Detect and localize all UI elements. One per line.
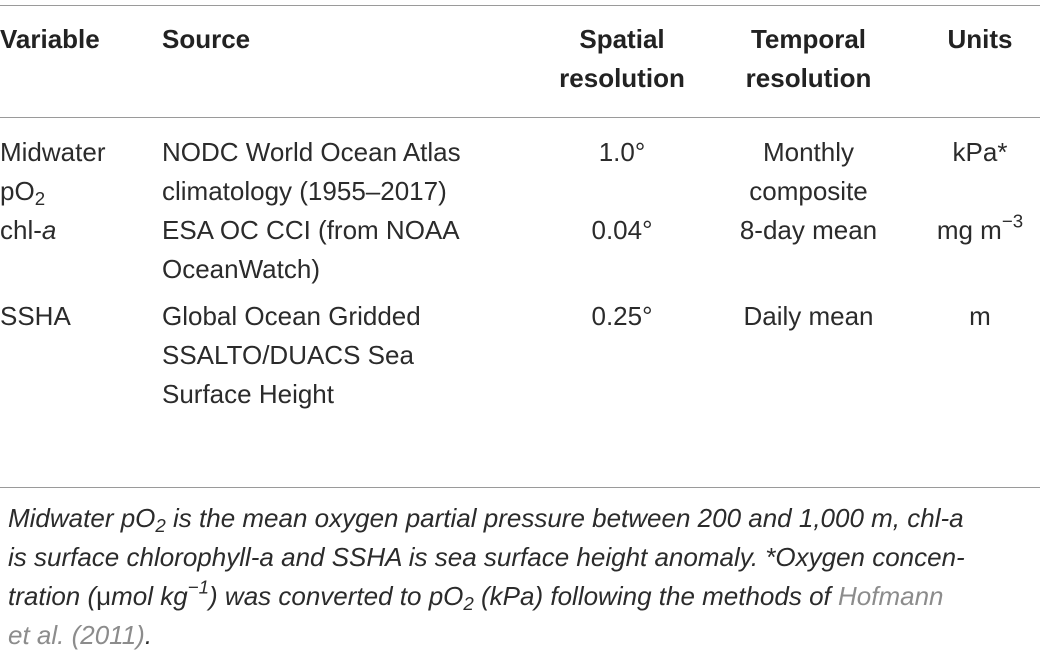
table-row: SSHA Global Ocean Gridded SSALTO/DUACS Se… (0, 297, 1040, 417)
cell-units: kPa* (952, 137, 1008, 167)
header-source: Source (162, 24, 251, 54)
table-row: Midwater pO2 NODC World Ocean Atlas climat… (0, 118, 1040, 211)
cell-variable: SSHA (0, 301, 71, 331)
data-table: Variable Source Spatial resolution Tempor… (0, 20, 1040, 417)
cell-variable: Midwater pO2 (0, 137, 106, 210)
cell-source: NODC World Ocean Atlas climatology (1955–… (162, 137, 461, 206)
header-temporal-resolution: Temporal resolution (745, 24, 872, 93)
header-spatial-resolution: Spatial resolution (559, 24, 685, 93)
table-row: chl-a ESA OC CCI (from NOAA OceanWatch) 0… (0, 211, 1040, 297)
cell-units: mg m−3 (936, 210, 1024, 245)
cell-temporal-resolution: Monthly composite (749, 137, 868, 206)
cell-source: Global Ocean Gridded SSALTO/DUACS Sea Surf… (162, 301, 421, 409)
header-variable: Variable (0, 24, 100, 54)
reference-link-hofmann-continued[interactable]: et al. (2011) (8, 620, 145, 650)
table-bottom-rule (0, 487, 1040, 488)
header-row: Variable Source Spatial resolution Tempor… (0, 20, 1040, 118)
cell-spatial-resolution: 0.04° (591, 215, 653, 245)
cell-spatial-resolution: 1.0° (598, 137, 646, 167)
header-units: Units (947, 24, 1013, 54)
cell-variable: chl-a (0, 215, 57, 245)
reference-link-hofmann[interactable]: Hofmann (837, 581, 944, 611)
table-footnote: Midwater pO2 is the mean oxygen partial … (8, 503, 965, 650)
table-header-rule (0, 117, 1040, 118)
cell-spatial-resolution: 0.25° (591, 301, 653, 331)
cell-source: ESA OC CCI (from NOAA OceanWatch) (162, 215, 460, 284)
table-top-rule (0, 5, 1040, 6)
cell-temporal-resolution: Daily mean (743, 301, 874, 331)
cell-temporal-resolution: 8-day mean (739, 215, 878, 245)
cell-units: m (969, 301, 991, 331)
